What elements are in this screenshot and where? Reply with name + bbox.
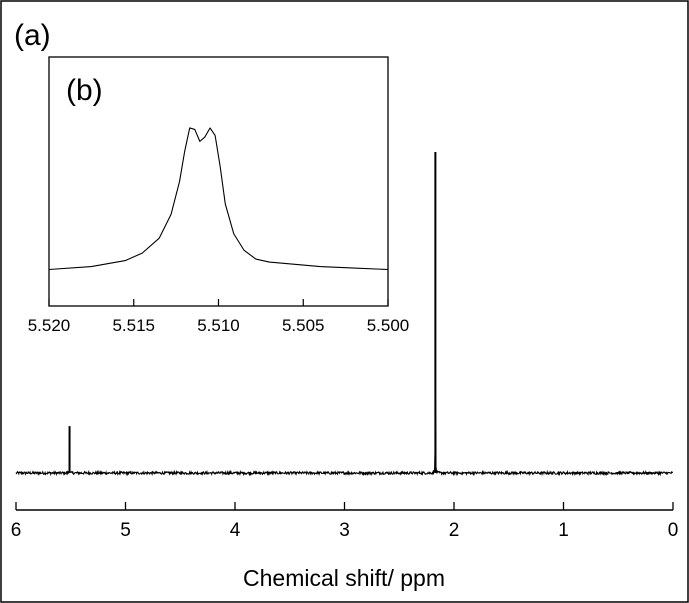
main-x-tick-label: 5 <box>120 520 131 541</box>
main-spectrum-line <box>15 399 674 477</box>
main-x-axis-title: Chemical shift/ ppm <box>243 565 445 591</box>
main-x-tick-label: 6 <box>11 520 22 541</box>
main-series <box>15 152 674 477</box>
inset-x-tick-label: 5.500 <box>367 316 410 335</box>
inset-series <box>48 127 389 271</box>
inset-x-tick-label: 5.520 <box>28 316 71 335</box>
main-x-tick-label: 4 <box>230 520 241 541</box>
panel-label-a: (a) <box>14 19 51 52</box>
inset-x-tick-label: 5.505 <box>282 316 325 335</box>
main-x-axis: 6 5 4 3 2 1 0 <box>11 502 679 541</box>
inset-chart: (b) 5.520 5.515 5.510 5.505 5.500 <box>28 56 410 335</box>
inset-spectrum-line <box>48 127 389 271</box>
inset-x-tick-label: 5.515 <box>112 316 155 335</box>
main-x-tick-label: 0 <box>668 520 679 541</box>
panel-label-b: (b) <box>66 74 103 107</box>
main-chart: 6 5 4 3 2 1 0 Chemical shift/ ppm <box>11 152 679 591</box>
inset-x-tick-label: 5.510 <box>197 316 240 335</box>
inset-x-axis: 5.520 5.515 5.510 5.505 5.500 <box>28 299 410 335</box>
main-x-tick-label: 1 <box>558 520 569 541</box>
main-x-tick-label: 2 <box>449 520 460 541</box>
main-x-tick-label: 3 <box>339 520 350 541</box>
